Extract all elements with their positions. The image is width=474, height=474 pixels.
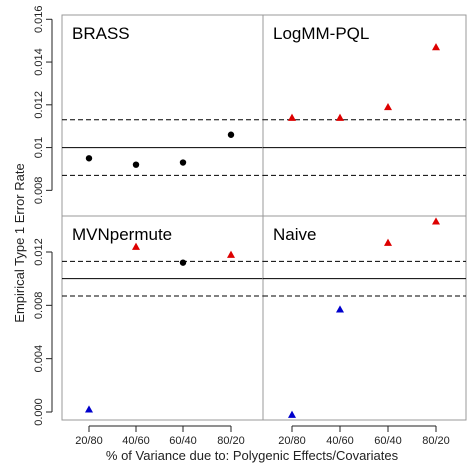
y-tick-label: 0.008 (33, 292, 45, 320)
panel-frame (61, 14, 264, 217)
x-tick-label: 40/60 (326, 435, 354, 447)
data-point (227, 131, 235, 138)
x-tick-label: 40/60 (122, 435, 150, 447)
data-point (288, 113, 296, 121)
panels: BRASS LogMM-PQL MVNpermute Naive (61, 14, 467, 421)
panel-frame (61, 215, 264, 421)
data-point (179, 159, 187, 166)
data-point (384, 102, 392, 111)
x-tick-label: 60/40 (374, 435, 402, 447)
data-point (179, 259, 187, 266)
x-axis-title: % of Variance due to: Polygenic Effects/… (106, 448, 399, 463)
x-tick-label: 20/80 (278, 435, 306, 447)
y-tick-label: 0.000 (33, 398, 45, 426)
data-point (384, 238, 392, 246)
x-tick-label: 60/40 (169, 435, 197, 447)
data-point (288, 410, 296, 418)
panel-frame (262, 215, 467, 421)
y-tick-label: 0.004 (33, 345, 45, 373)
x-tick-label: 80/20 (217, 435, 245, 447)
x-tick-label: 20/80 (75, 435, 103, 447)
y-axis-bottom: 0.000 0.004 0.008 0.012 (33, 238, 53, 426)
data-point (336, 113, 344, 121)
data-point (432, 217, 440, 225)
data-point (85, 405, 93, 413)
panel-brass: BRASS (61, 14, 264, 217)
data-point (336, 305, 344, 313)
data-point (432, 43, 440, 51)
x-axis: 20/80 40/60 60/40 80/20 20/80 40/60 60/40 80/20 (75, 425, 450, 447)
y-tick-label: 0.016 (33, 6, 45, 34)
panel-title: LogMM-PQL (273, 24, 369, 43)
y-tick-label: 0.014 (33, 48, 45, 76)
panel-title: BRASS (72, 24, 130, 43)
y-axis-top: 0.008 0.01 0.012 0.014 0.016 (33, 6, 53, 205)
panel-title: Naive (273, 225, 316, 244)
data-point (227, 250, 235, 258)
y-tick-label: 0.01 (33, 137, 45, 158)
y-tick-label: 0.012 (33, 238, 45, 266)
panel-naive: Naive (262, 215, 467, 421)
y-axis-title: Empirical Type 1 Error Rate (12, 163, 27, 322)
data-point (132, 161, 140, 168)
y-tick-label: 0.008 (33, 177, 45, 205)
panel-mvnpermute: MVNpermute (61, 215, 264, 421)
panel-title: MVNpermute (72, 225, 172, 244)
panel-logmm-pql: LogMM-PQL (262, 14, 467, 217)
x-tick-label: 80/20 (422, 435, 450, 447)
data-point (85, 155, 93, 162)
data-point (132, 242, 140, 250)
y-tick-label: 0.012 (33, 91, 45, 119)
